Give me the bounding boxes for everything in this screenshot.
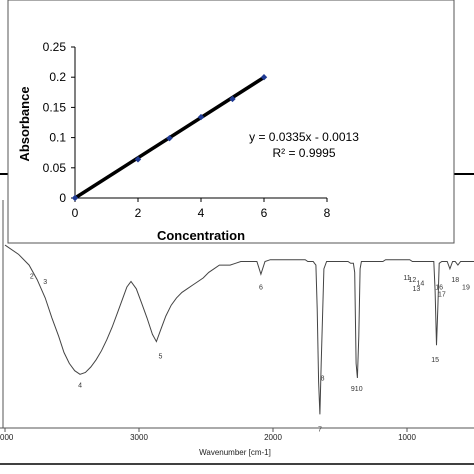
ir-peak-label: 14 bbox=[417, 281, 425, 288]
ir-peak-label: 910 bbox=[351, 386, 363, 393]
cal-y-axis-label: Absorbance bbox=[17, 86, 32, 161]
cal-x-tick-label: 6 bbox=[261, 206, 268, 220]
ir-peak-label: 19 bbox=[462, 284, 470, 291]
cal-data-point bbox=[197, 113, 205, 121]
ir-peak-label: 13 bbox=[412, 286, 420, 293]
cal-y-tick-label: 0.25 bbox=[43, 40, 67, 54]
cal-x-tick-label: 2 bbox=[135, 206, 142, 220]
ir-peak-label: 15 bbox=[431, 357, 439, 364]
ir-peak-label: 17 bbox=[438, 292, 446, 299]
cal-y-tick-label: 0.2 bbox=[49, 70, 66, 84]
cal-y-tick-label: 0.05 bbox=[43, 161, 67, 175]
ir-series-line bbox=[4, 244, 474, 415]
ir-x-tick-label: 2000 bbox=[264, 433, 282, 442]
ir-peak-label: 11 bbox=[403, 275, 410, 282]
cal-x-tick-label: 4 bbox=[198, 206, 205, 220]
ir-x-ticks: 000 3000 2000 1000 bbox=[0, 428, 416, 442]
ir-peak-label: 16 bbox=[435, 284, 443, 291]
cal-data-point bbox=[134, 156, 142, 163]
ir-peak-label: 4 bbox=[78, 383, 82, 390]
cal-y-tick-label: 0 bbox=[59, 191, 66, 205]
ir-peak-label: 18 bbox=[451, 277, 459, 284]
ir-x-tick-label: 000 bbox=[0, 433, 14, 442]
cal-y-tick-label: 0.1 bbox=[49, 131, 66, 145]
cal-x-tick-label: 8 bbox=[324, 206, 331, 220]
ir-peak-label: 3 bbox=[43, 279, 47, 286]
cal-data-point bbox=[260, 74, 268, 81]
ir-peak-label: 7 bbox=[318, 426, 322, 433]
ir-x-tick-label: 3000 bbox=[130, 433, 148, 442]
ir-x-tick-label: 1000 bbox=[398, 433, 416, 442]
cal-data-point bbox=[229, 95, 236, 103]
cal-equation: y = 0.0335x - 0.0013 bbox=[249, 130, 359, 144]
ir-x-axis-label: Wavenumber [cm-1] bbox=[199, 448, 271, 457]
cal-y-tick-label: 0.15 bbox=[43, 100, 67, 114]
cal-x-ticks: 0 2 4 6 8 bbox=[72, 198, 331, 220]
cal-data-point bbox=[71, 194, 79, 202]
cal-x-tick-label: 0 bbox=[72, 206, 79, 220]
cal-data-point bbox=[166, 135, 173, 142]
ir-peak-label: 6 bbox=[259, 284, 263, 291]
ir-peak-label: 2 bbox=[30, 273, 34, 280]
calibration-panel bbox=[7, 0, 455, 244]
cal-data-points bbox=[71, 74, 268, 202]
ir-peak-label: 8 bbox=[321, 375, 325, 382]
ir-peak-label: 12 bbox=[408, 277, 416, 284]
cal-x-axis-label: Concentration bbox=[157, 228, 245, 243]
ir-peak-label: 5 bbox=[158, 353, 162, 360]
cal-r-squared: R² = 0.9995 bbox=[272, 146, 335, 160]
